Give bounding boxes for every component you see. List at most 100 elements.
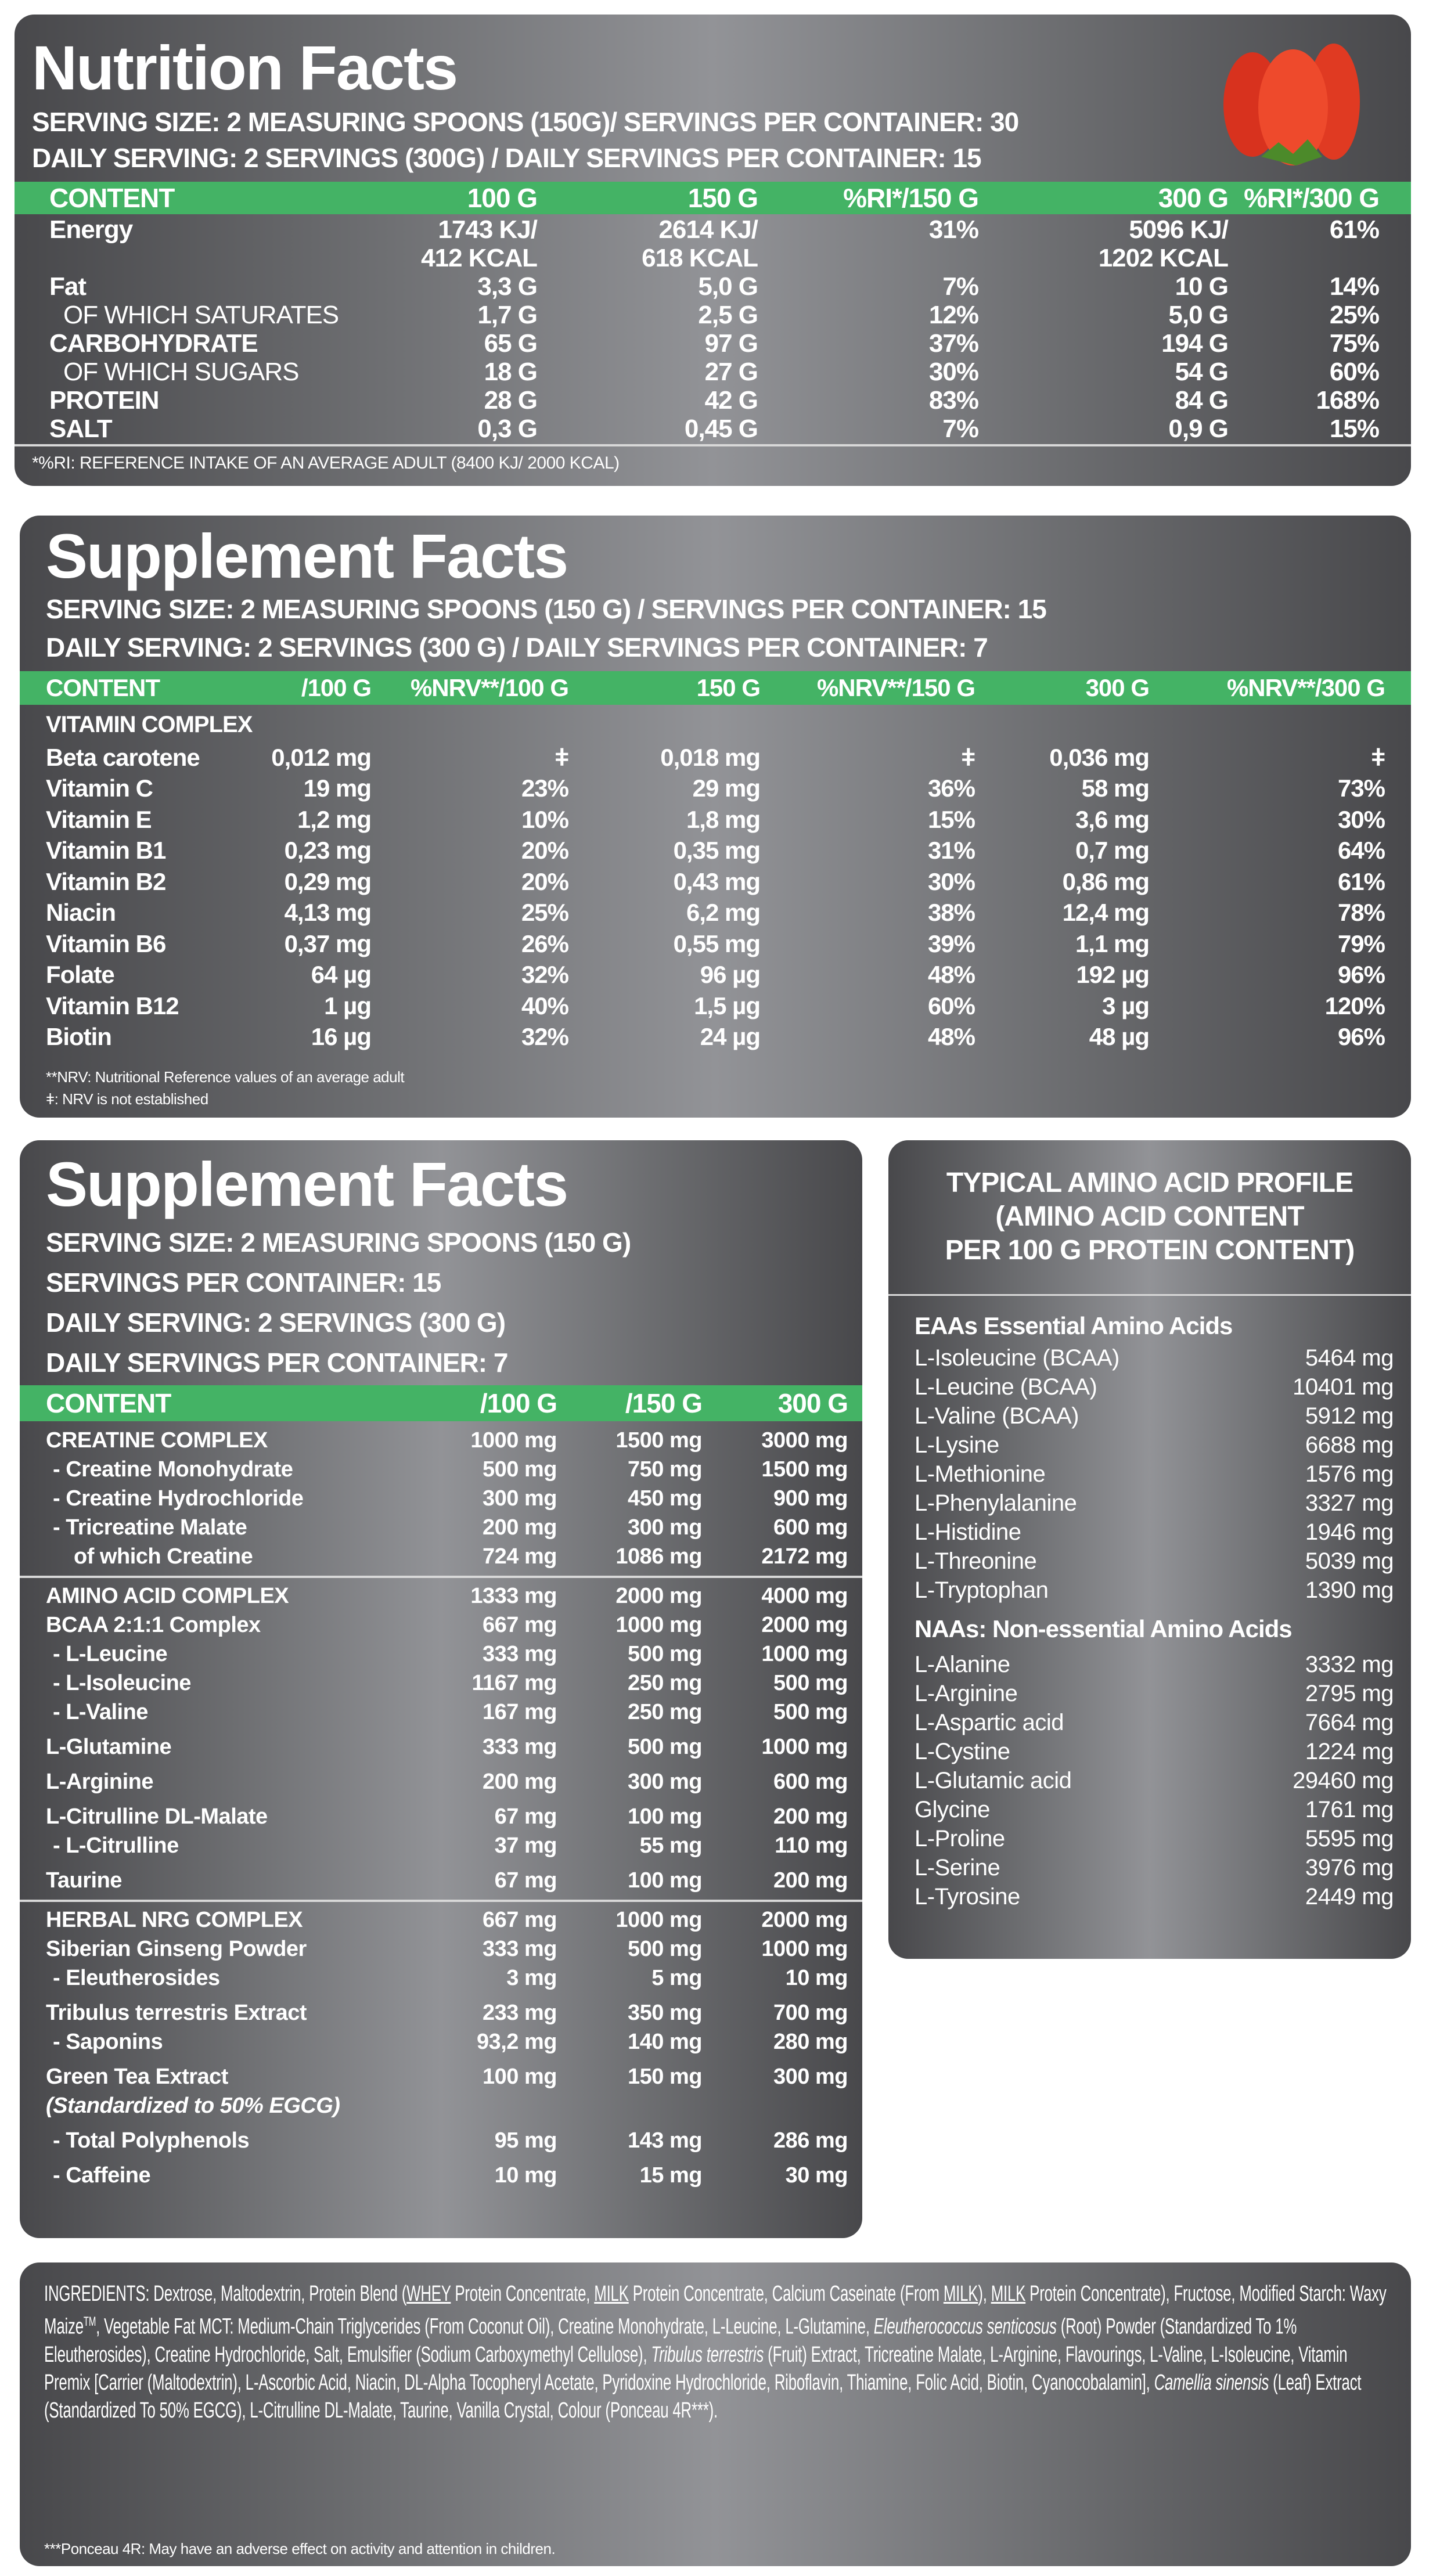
vitamin-label: Vitamin E (46, 805, 152, 833)
nutrition-value: 168% (1316, 386, 1380, 415)
serving-size: SERVING SIZE: 2 MEASURING SPOONS (150 G)… (46, 594, 1047, 624)
vitamin-value: 73% (1337, 774, 1385, 802)
vitamin-value: 0,86 mg (1062, 867, 1150, 895)
nutrition-row: Energy 1743 KJ/2614 KJ/31% 5096 KJ/61% (15, 215, 1411, 244)
complex-value: 4000 mg (761, 1583, 848, 1608)
complex-value: 3000 mg (761, 1428, 848, 1453)
nutrition-value: 60% (1329, 358, 1380, 386)
complex-value: 286 mg (773, 2128, 848, 2153)
eaa-list: L-Isoleucine (BCAA) 5464 mg L-Leucine (BCA… (888, 1343, 1411, 1605)
nutrition-value: 1202 KCAL (1098, 244, 1229, 272)
complex-value: 95 mg (494, 2128, 557, 2153)
complex-value: 30 mg (785, 2163, 848, 2188)
complex-row: - Creatine Hydrochloride 300 mg 450 mg 900 … (20, 1484, 862, 1513)
complex-value: 333 mg (483, 1641, 557, 1666)
nutrition-facts-panel: Nutrition Facts SERVING SIZE: 2 MEASURIN… (15, 15, 1411, 486)
nutrition-title: Nutrition Facts (32, 33, 458, 103)
strawberry-image (1197, 35, 1383, 168)
complex-value: 300 mg (628, 1769, 702, 1794)
complex-value: 1167 mg (471, 1670, 557, 1695)
complex-value: 10 mg (494, 2163, 557, 2188)
amino-acid-amount: 5912 mg (1305, 1403, 1394, 1429)
complex-value: 750 mg (628, 1457, 702, 1482)
complex-value: 280 mg (773, 2029, 848, 2054)
vitamin-value: 60% (927, 992, 975, 1019)
nutrition-value: 194 G (1161, 329, 1229, 358)
complex-value: 233 mg (483, 2000, 557, 2025)
vitamin-value: 3,6 mg (1075, 805, 1150, 833)
complex-row: L-Citrulline DL-Malate 67 mg 100 mg 200 mg (20, 1802, 862, 1831)
eaa-heading: EAAs Essential Amino Acids (915, 1312, 1233, 1339)
nutrient-label: SALT (49, 415, 113, 443)
nutrition-value: 7% (942, 415, 979, 443)
amino-acid-name: L-Arginine (915, 1681, 1018, 1706)
vitamin-value: 120% (1324, 992, 1385, 1019)
header-ri-300g: %RI*/300 G (1244, 183, 1380, 213)
ri-footnote: *%RI: REFERENCE INTAKE OF AN AVERAGE ADU… (32, 453, 620, 473)
complex-value: 93,2 mg (476, 2029, 557, 2054)
complex-value: 350 mg (628, 2000, 702, 2025)
complex-value: 333 mg (483, 1734, 557, 1759)
nutrition-value: 1,7 G (477, 301, 538, 329)
ingredients-panel: INGREDIENTS: Dextrose, Maltodextrin, Pro… (20, 2262, 1411, 2566)
vitamin-value: 79% (1337, 929, 1385, 957)
complex-value: 2000 mg (615, 1583, 702, 1608)
complex-value: 1333 mg (470, 1583, 557, 1608)
complex-table-body: CREATINE COMPLEX 1000 mg 1500 mg 3000 mg - C… (20, 1426, 862, 2190)
ingredient-segment: (Leaf) Extract (Standardized To 50% EGCG… (44, 2370, 1362, 2423)
complex-row: - Saponins 93,2 mg 140 mg 280 mg (20, 2027, 862, 2056)
vitamin-label: Vitamin B6 (46, 929, 166, 957)
amino-acid-amount: 5464 mg (1305, 1345, 1394, 1371)
vitamin-value: 31% (927, 837, 975, 864)
complex-value: 140 mg (628, 2029, 702, 2054)
header-150g: 150 G (696, 674, 761, 701)
complex-label: Siberian Ginseng Powder (46, 1936, 307, 1961)
nutrition-row: SALT 0,3 G 0,45 G 7% 0,9 G 15% (15, 415, 1411, 443)
amino-acid-name: Glycine (915, 1797, 990, 1822)
header-150g: /150 G (625, 1388, 703, 1418)
amino-acid-name: L-Tryptophan (915, 1577, 1049, 1603)
vitamin-value: 48% (927, 961, 975, 989)
header-nrv-100g: %NRV**/100 G (410, 674, 569, 701)
complex-row: - L-Citrulline 37 mg 55 mg 110 mg (20, 1831, 862, 1860)
vitamin-value: 64 µg (311, 961, 372, 989)
vitamin-value: 0,43 mg (673, 867, 761, 895)
vitamin-value: 96% (1337, 961, 1385, 989)
complex-row: - Tricreatine Malate 200 mg 300 mg 600 mg (20, 1513, 862, 1542)
amino-acid-name: L-Tyrosine (915, 1884, 1020, 1910)
amino-acid-amount: 1224 mg (1305, 1739, 1394, 1764)
nutrient-label: Fat (49, 272, 87, 301)
vitamin-value: 96 µg (700, 961, 761, 989)
nutrition-value: 0,3 G (477, 415, 538, 443)
complex-value: 1500 mg (615, 1428, 702, 1453)
nutrition-value: 12% (928, 301, 979, 329)
header-content: CONTENT (46, 674, 160, 701)
amino-acid-name: L-Isoleucine (BCAA) (915, 1345, 1119, 1371)
complex-value: 500 mg (773, 1670, 848, 1695)
amino-acid-amount: 3976 mg (1305, 1855, 1394, 1880)
vitamin-value: 64% (1337, 837, 1385, 864)
vitamin-value: 1,5 µg (694, 992, 761, 1019)
amino-list: EAAs Essential Amino Acids L-Isoleucine … (888, 1309, 1411, 1911)
complex-value: 333 mg (483, 1936, 557, 1961)
nutrition-value: 18 G (484, 358, 538, 386)
nutrition-table-body: Energy 1743 KJ/2614 KJ/31% 5096 KJ/61% 412 … (15, 215, 1411, 443)
nutrition-value: 2614 KJ/ (658, 215, 758, 244)
complex-value: 1000 mg (761, 1641, 848, 1666)
vitamin-value: 10% (521, 805, 569, 833)
complex-value: 167 mg (483, 1699, 557, 1724)
vitamin-value: 0,23 mg (284, 837, 372, 864)
amino-acid-name: L-Lysine (915, 1432, 999, 1458)
amino-acid-amount: 6688 mg (1305, 1432, 1394, 1458)
ponceau-footnote: ***Ponceau 4R: May have an adverse effec… (44, 2540, 556, 2557)
complex-value: 250 mg (628, 1670, 702, 1695)
header-100g: 100 G (467, 183, 538, 213)
complex-value: 500 mg (483, 1457, 557, 1482)
supplement-facts-complex-panel: Supplement Facts SERVING SIZE: 2 MEASURI… (20, 1140, 862, 2238)
vitamin-value: 0,012 mg (271, 743, 372, 771)
nutrition-value: 75% (1329, 329, 1380, 358)
complex-label: - Total Polyphenols (53, 2128, 250, 2153)
amino-acid-name: L-Serine (915, 1855, 1000, 1880)
complex-label: - Creatine Monohydrate (53, 1457, 293, 1482)
vitamin-value: 6,2 mg (686, 899, 761, 927)
